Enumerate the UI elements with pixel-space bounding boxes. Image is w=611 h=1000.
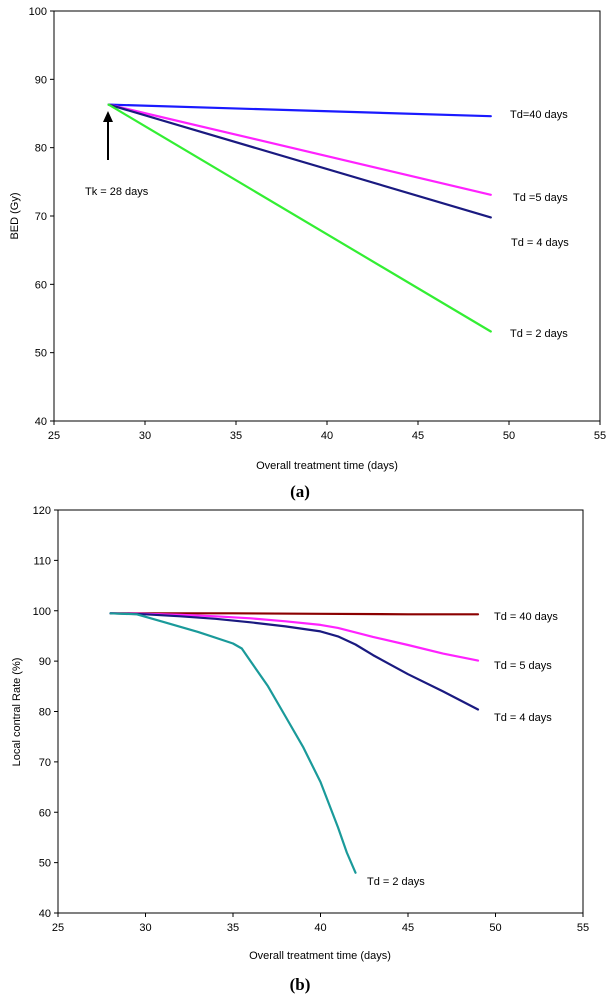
series-label: Td = 2 days xyxy=(510,328,568,340)
chart-b-y-axis-label: Local contral Rate (%) xyxy=(11,658,23,767)
chart-b-x-ticks: 25 30 35 40 45 50 55 xyxy=(52,913,589,934)
series-line xyxy=(109,612,480,711)
series-line xyxy=(109,612,480,662)
series-label: Td = 40 days xyxy=(494,611,558,623)
y-tick-label: 70 xyxy=(39,757,51,769)
chart-a-x-axis-label: Overall treatment time (days) xyxy=(256,460,398,472)
y-tick-label: 70 xyxy=(35,211,47,223)
x-tick-label: 45 xyxy=(402,922,414,934)
chart-a-y-axis-label: BED (Gy) xyxy=(9,192,21,239)
series-line xyxy=(107,103,492,118)
chart-a-series-labels: Td=40 days Td =5 days Td = 4 days Td = 2 da… xyxy=(510,109,569,340)
chart-a-plot-area xyxy=(53,10,601,422)
series-label: Td = 2 days xyxy=(367,876,425,888)
series-label: Td =5 days xyxy=(513,192,568,204)
series-label: Td = 4 days xyxy=(511,237,569,249)
x-tick-label: 35 xyxy=(230,430,242,442)
x-tick-label: 50 xyxy=(503,430,515,442)
chart-a-y-ticks: 40 50 60 70 80 90 100 xyxy=(29,6,54,428)
series-line xyxy=(107,103,492,196)
chart-b: 40 50 60 70 80 90 100 110 120 25 30 35 40 45 50 55 Td … xyxy=(11,505,589,994)
x-tick-label: 30 xyxy=(139,430,151,442)
series-line xyxy=(107,103,492,219)
series-label: Td = 5 days xyxy=(494,660,552,672)
y-tick-label: 100 xyxy=(29,6,47,18)
x-tick-label: 25 xyxy=(48,430,60,442)
x-tick-label: 50 xyxy=(489,922,501,934)
y-tick-label: 40 xyxy=(35,416,47,428)
y-tick-label: 120 xyxy=(33,505,51,517)
x-tick-label: 40 xyxy=(314,922,326,934)
arrow-head-icon xyxy=(103,111,113,122)
series-label: Td = 4 days xyxy=(494,712,552,724)
x-tick-label: 35 xyxy=(227,922,239,934)
x-tick-label: 55 xyxy=(594,430,606,442)
series-line xyxy=(107,103,492,333)
x-tick-label: 45 xyxy=(412,430,424,442)
y-tick-label: 60 xyxy=(39,807,51,819)
chart-b-caption: (b) xyxy=(290,975,311,994)
y-tick-label: 90 xyxy=(39,656,51,668)
chart-a-x-ticks: 25 30 35 40 45 50 55 xyxy=(48,421,606,442)
x-tick-label: 55 xyxy=(577,922,589,934)
y-tick-label: 80 xyxy=(39,707,51,719)
tk-annotation: Tk = 28 days xyxy=(85,186,149,198)
chart-b-plot-area xyxy=(57,509,584,914)
chart-a: 40 50 60 70 80 90 100 25 30 35 40 45 50 55 Td=40 day… xyxy=(9,6,606,501)
series-line xyxy=(109,612,357,874)
x-tick-label: 40 xyxy=(321,430,333,442)
chart-b-x-axis-label: Overall treatment time (days) xyxy=(249,950,391,962)
y-tick-label: 50 xyxy=(39,858,51,870)
x-tick-label: 30 xyxy=(139,922,151,934)
y-tick-label: 100 xyxy=(33,606,51,618)
chart-a-caption: (a) xyxy=(290,482,310,501)
chart-b-series-labels: Td = 40 days Td = 5 days Td = 4 days Td = 2… xyxy=(367,611,558,888)
y-tick-label: 80 xyxy=(35,143,47,155)
x-tick-label: 25 xyxy=(52,922,64,934)
y-tick-label: 50 xyxy=(35,348,47,360)
chart-b-lines xyxy=(109,612,480,874)
y-tick-label: 110 xyxy=(33,555,51,567)
chart-a-lines xyxy=(107,103,492,333)
chart-b-y-ticks: 40 50 60 70 80 90 100 110 120 xyxy=(33,505,58,920)
y-tick-label: 60 xyxy=(35,279,47,291)
y-tick-label: 90 xyxy=(35,74,47,86)
y-tick-label: 40 xyxy=(39,908,51,920)
series-label: Td=40 days xyxy=(510,109,568,121)
